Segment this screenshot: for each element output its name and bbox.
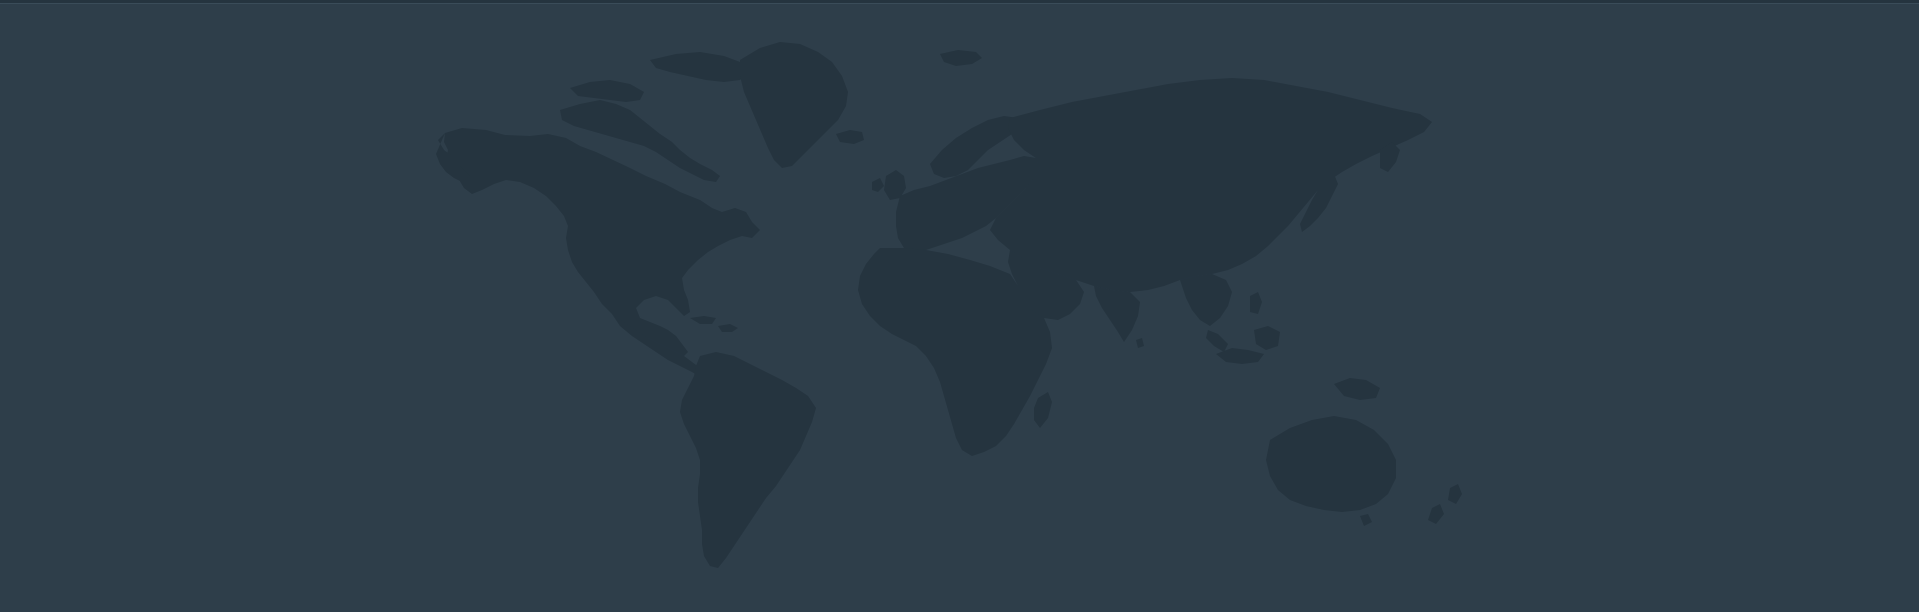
alaska [436,133,470,182]
africa [858,248,1052,456]
svalbard [940,50,982,66]
kamchatka [1380,142,1400,172]
sri-lanka [1136,338,1144,348]
top-rule [0,0,1919,4]
arctic-islands-3 [650,52,748,82]
europe [896,156,1040,252]
greenland [740,42,848,168]
japan [1300,174,1338,232]
south-america [680,352,816,568]
north-america [444,128,760,356]
australia [1266,416,1396,512]
indonesia [1216,348,1264,364]
arctic-islands [560,100,720,182]
central-america [612,314,708,378]
southeast-asia [1180,274,1232,326]
caribbean-2 [718,324,738,332]
russia-asia [990,78,1432,292]
ireland [872,178,884,192]
tasmania [1360,514,1372,526]
arctic-islands-2 [570,80,644,102]
british-isles [884,170,906,200]
madagascar [1034,392,1052,428]
new-guinea [1334,378,1380,400]
scandinavia [930,116,1022,178]
borneo [1254,326,1280,350]
sumatra [1206,330,1228,352]
philippines [1250,292,1262,314]
iceland [836,130,864,144]
new-zealand [1448,484,1462,504]
india [1094,286,1140,342]
new-zealand-south [1428,504,1444,524]
caribbean [690,316,716,324]
